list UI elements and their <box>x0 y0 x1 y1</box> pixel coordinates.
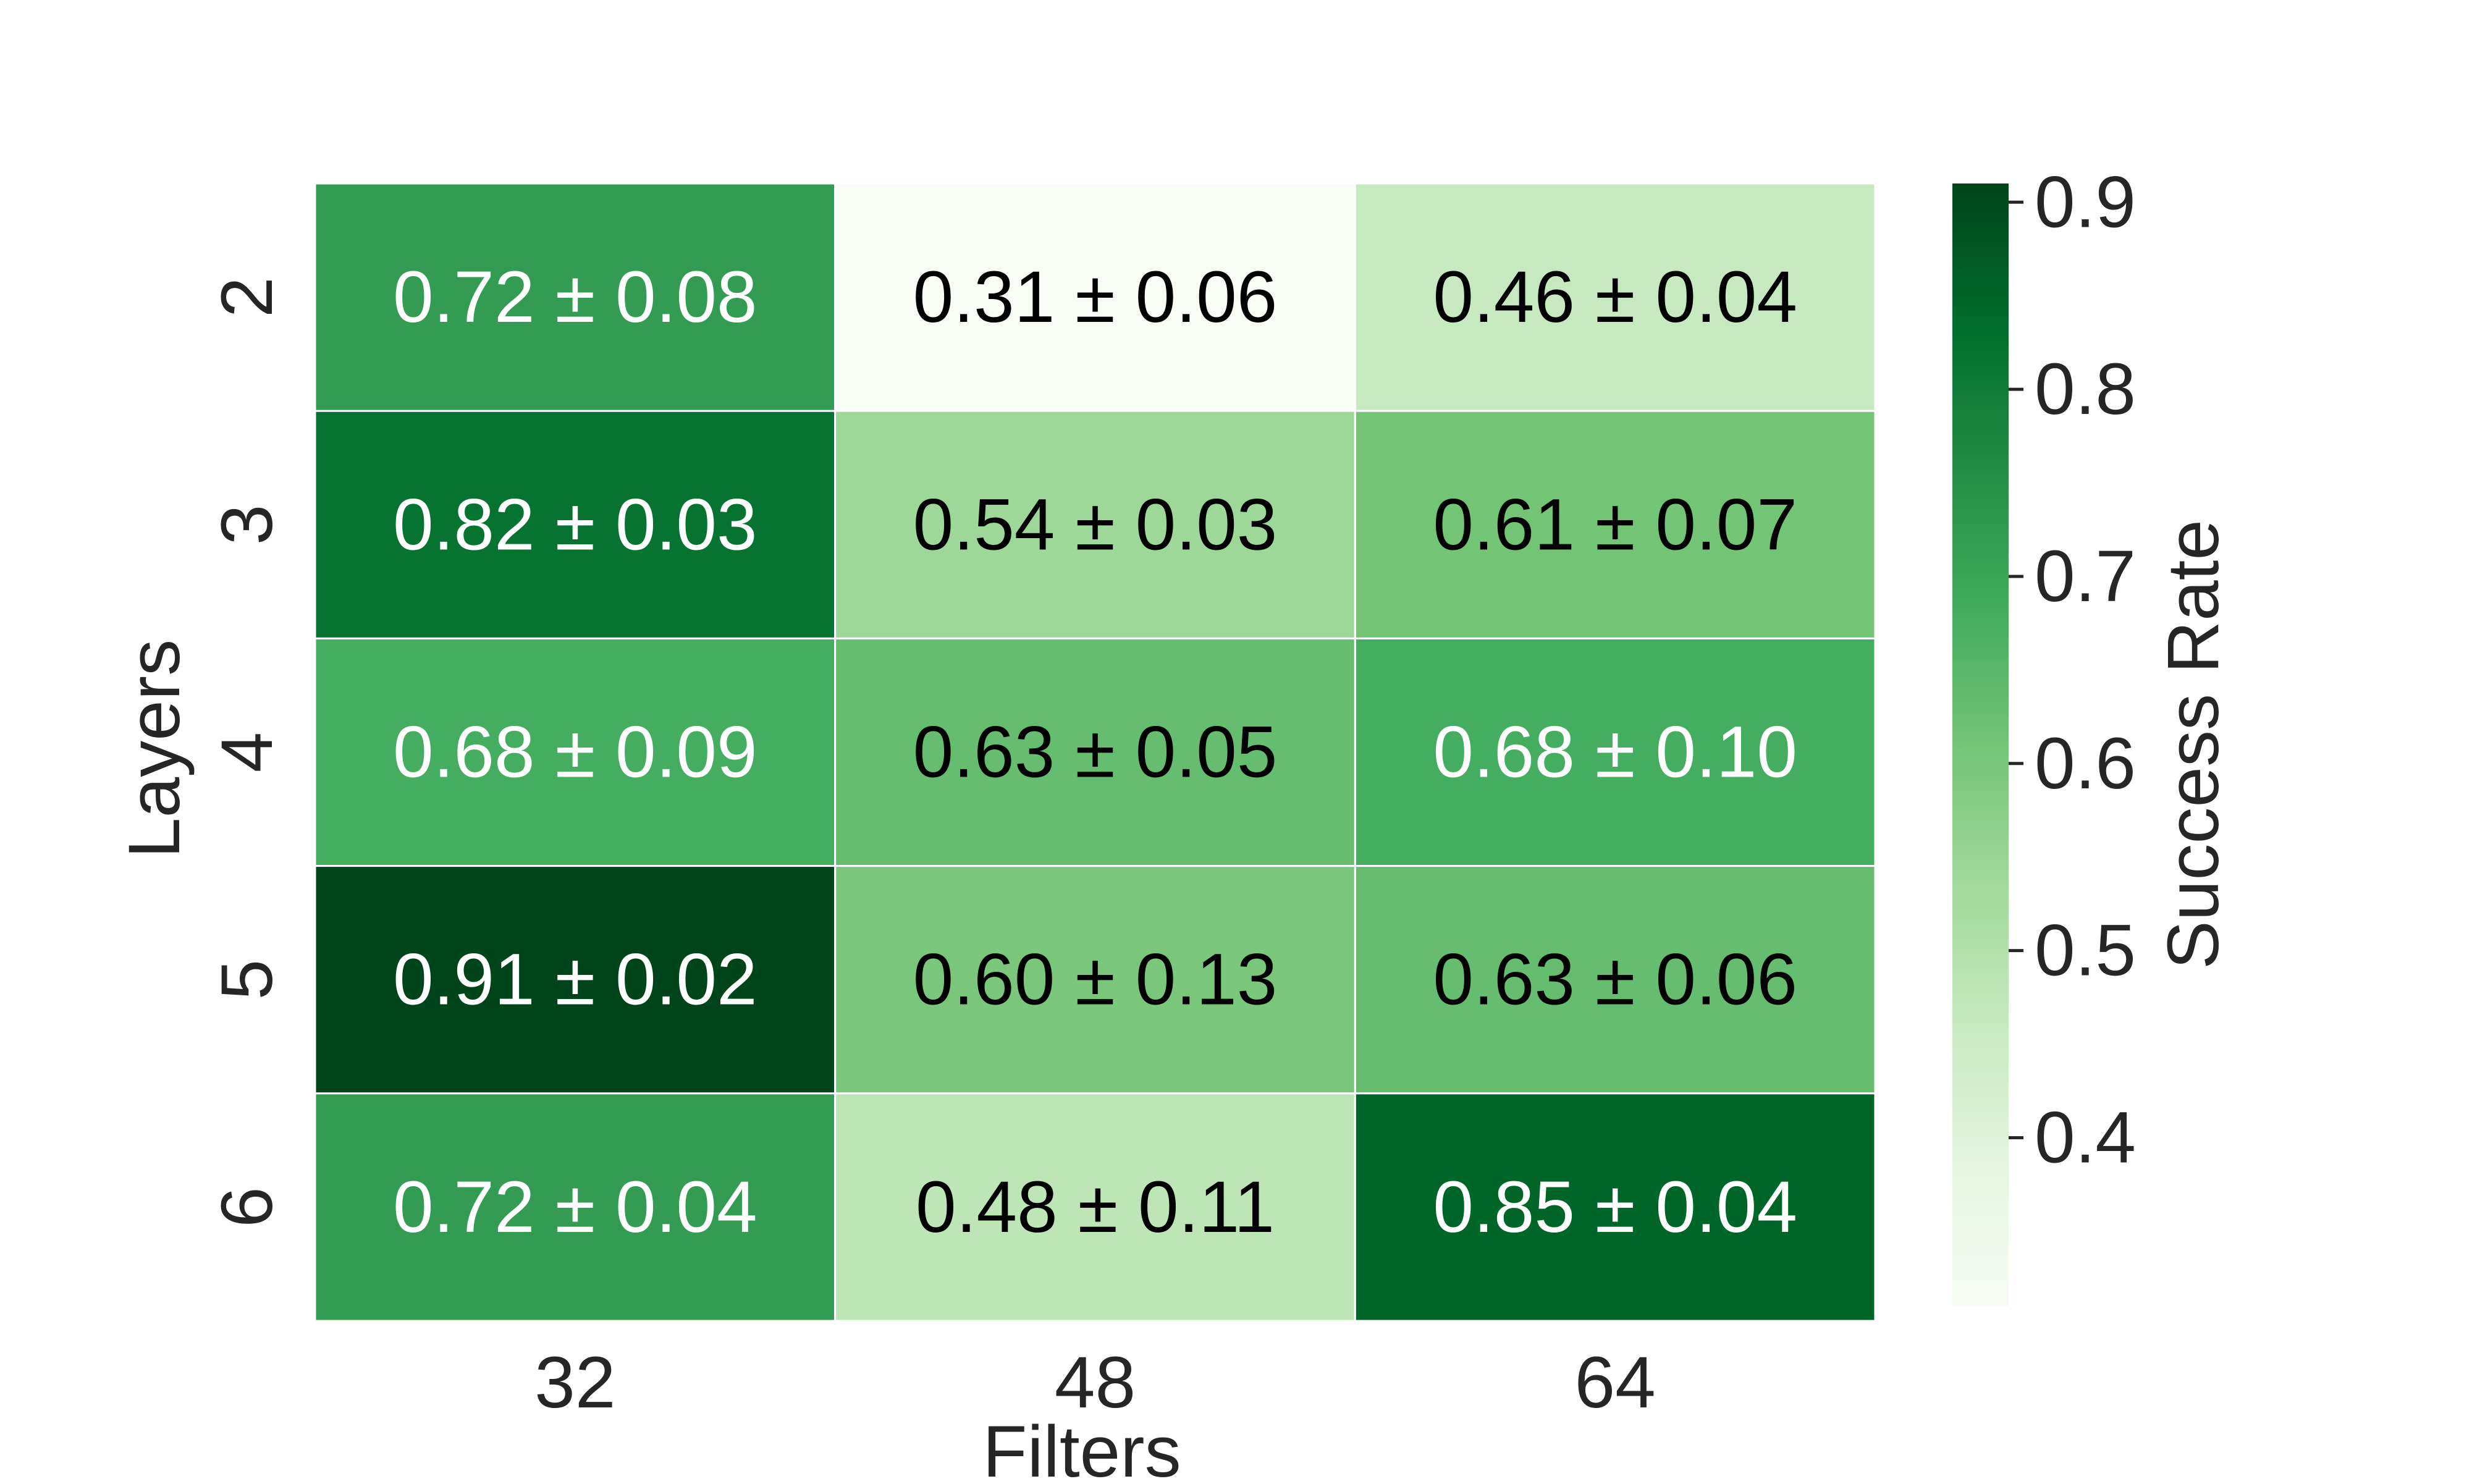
heatmap-cell <box>314 410 837 639</box>
heatmap-cell <box>834 410 1356 639</box>
cell-value-label: 0.68 ± 0.10 <box>1433 712 1797 793</box>
heatmap-cell <box>834 1092 1356 1322</box>
heatmap-cell <box>314 637 837 867</box>
colorbar-tick-label: 0.8 <box>2035 348 2136 430</box>
cell-value-label: 0.61 ± 0.07 <box>1433 484 1797 565</box>
x-tick-label: 48 <box>1055 1342 1136 1423</box>
colorbar <box>1952 183 2009 1306</box>
heatmap-cell <box>314 865 837 1095</box>
cell-value-label: 0.72 ± 0.08 <box>393 256 757 338</box>
cell-value-label: 0.48 ± 0.11 <box>916 1166 1275 1248</box>
cell-value-label: 0.85 ± 0.04 <box>1433 1166 1797 1248</box>
heatmap-cells <box>314 182 1876 1322</box>
cell-value-label: 0.46 ± 0.04 <box>1433 256 1797 338</box>
colorbar-label: Success Rate <box>2153 520 2234 969</box>
heatmap-cell <box>1354 1092 1876 1322</box>
heatmap-cell <box>1354 182 1876 412</box>
heatmap-cell <box>1354 865 1876 1095</box>
x-tick-labels: 32 48 64 <box>534 1342 1656 1423</box>
colorbar-ticks: 0.4 0.5 0.6 0.7 0.8 0.9 <box>2009 161 2136 1178</box>
colorbar-tick-label: 0.9 <box>2035 161 2136 243</box>
cell-value-label: 0.63 ± 0.05 <box>913 712 1278 793</box>
colorbar-tick-label: 0.6 <box>2035 723 2136 804</box>
y-tick-label: 4 <box>206 732 288 773</box>
y-tick-label: 3 <box>206 504 288 545</box>
y-tick-label: 6 <box>206 1187 288 1228</box>
colorbar-tick-label: 0.4 <box>2035 1097 2136 1178</box>
cell-value-label: 0.31 ± 0.06 <box>913 256 1278 338</box>
colorbar-tick-label: 0.5 <box>2035 910 2136 992</box>
heatmap-cell <box>834 637 1356 867</box>
heatmap-cell <box>314 182 837 412</box>
y-tick-label: 5 <box>206 959 288 1000</box>
cell-value-label: 0.68 ± 0.09 <box>393 712 757 793</box>
heatmap-cell <box>314 1092 837 1322</box>
heatmap-cell <box>1354 410 1876 639</box>
heatmap-cell <box>834 182 1356 412</box>
y-tick-labels: 2 3 4 5 6 <box>206 277 288 1227</box>
cell-labels: 0.72 ± 0.08 0.31 ± 0.06 0.46 ± 0.04 0.82 ± … <box>393 256 1797 1248</box>
cell-value-label: 0.72 ± 0.04 <box>393 1166 757 1248</box>
y-tick-label: 2 <box>206 277 288 318</box>
cell-value-label: 0.82 ± 0.03 <box>393 484 757 565</box>
cell-value-label: 0.60 ± 0.13 <box>913 939 1278 1021</box>
colorbar-tick-label: 0.7 <box>2035 536 2136 617</box>
x-tick-label: 64 <box>1575 1342 1656 1423</box>
x-tick-label: 32 <box>534 1342 615 1423</box>
cell-value-label: 0.63 ± 0.06 <box>1433 939 1797 1021</box>
cell-value-label: 0.54 ± 0.03 <box>913 484 1278 565</box>
cell-value-label: 0.91 ± 0.02 <box>393 939 757 1021</box>
x-axis-label: Filters <box>982 1411 1181 1484</box>
y-axis-label: Layers <box>114 639 195 858</box>
